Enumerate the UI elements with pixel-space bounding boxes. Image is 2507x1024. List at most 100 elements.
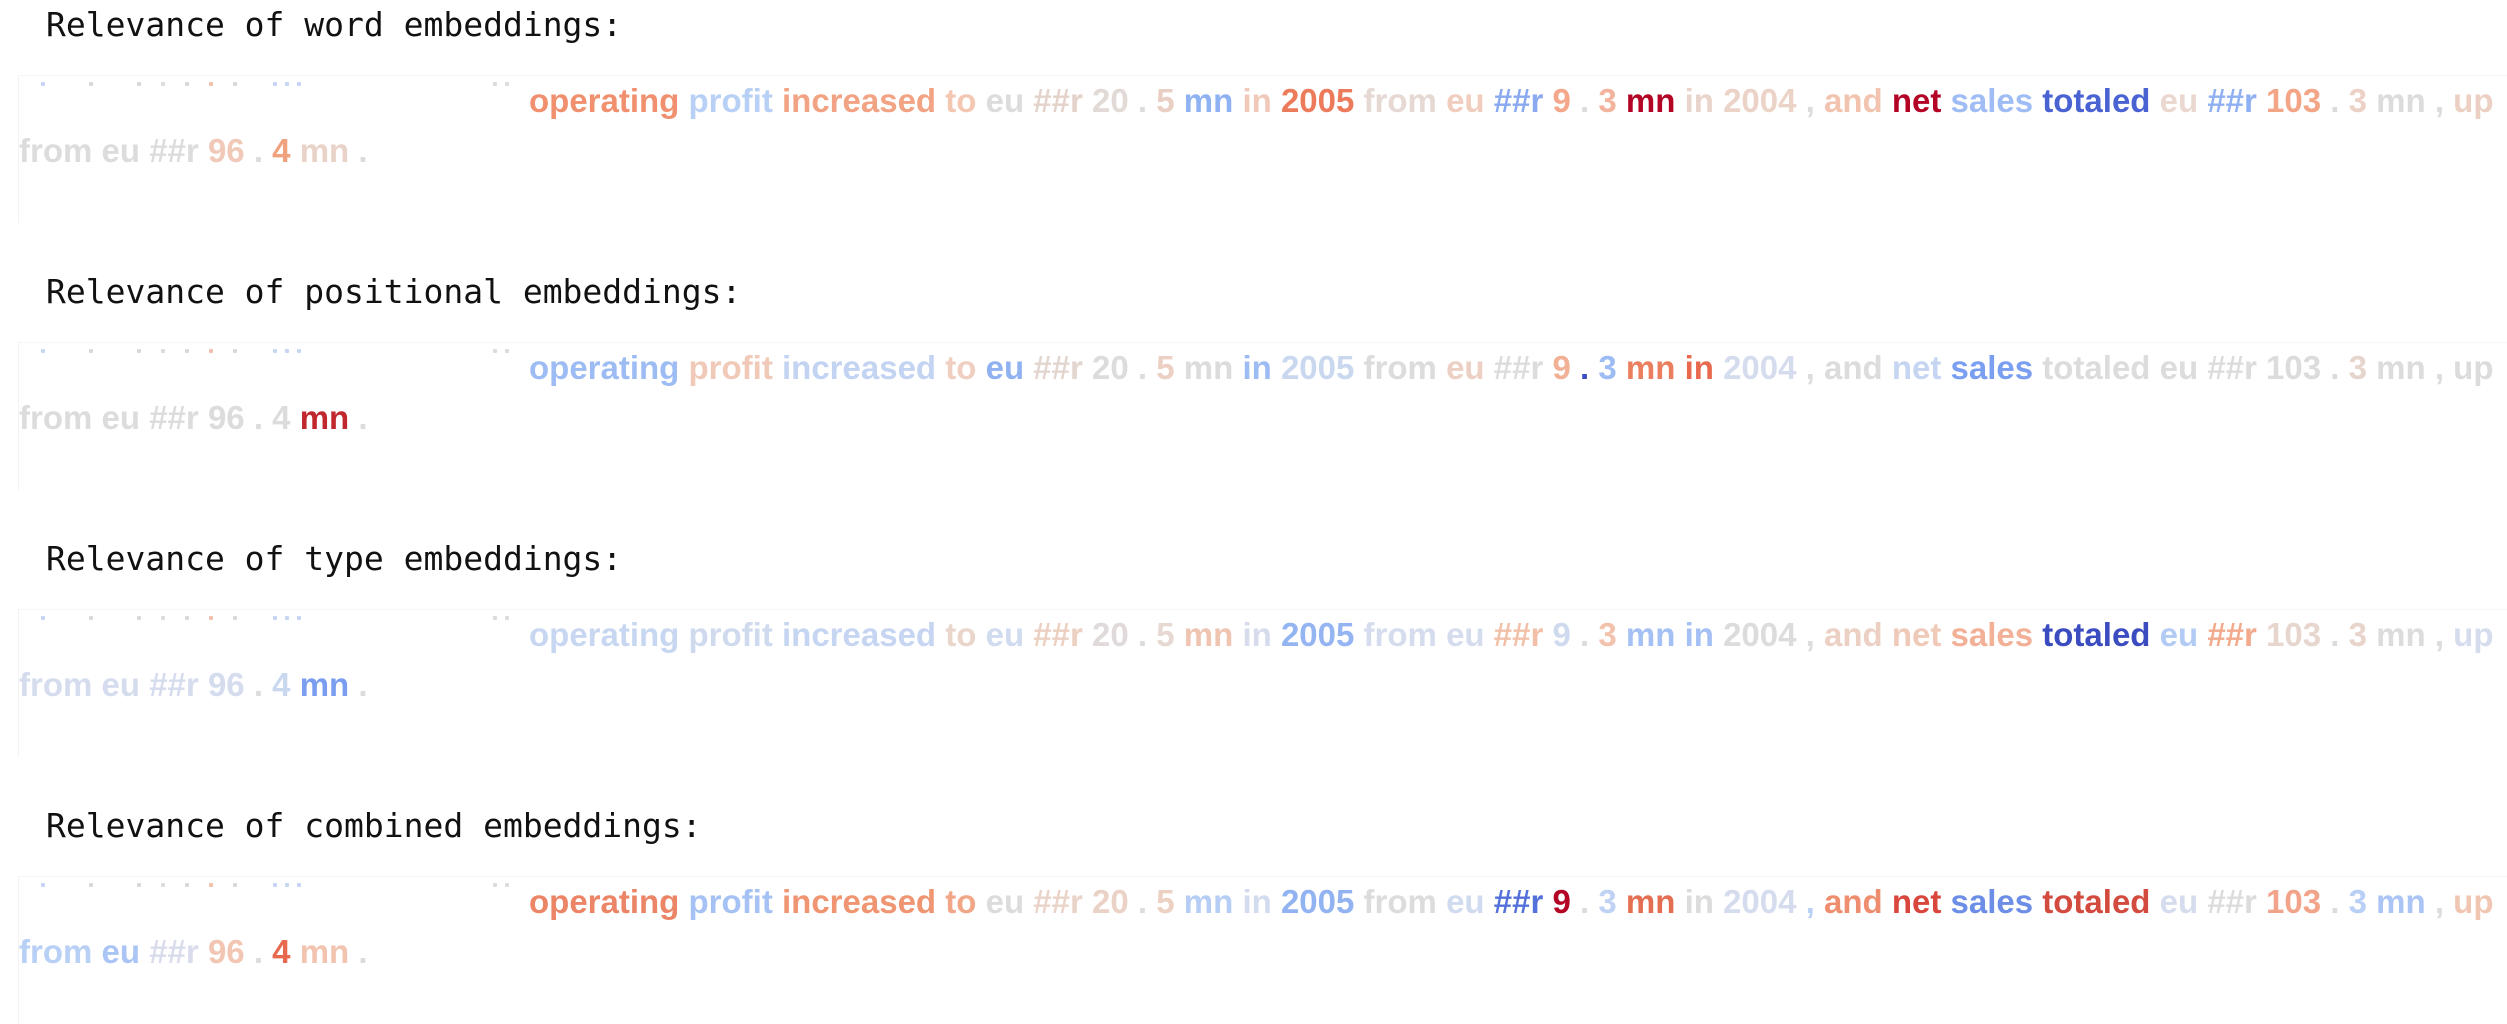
token: ##r [2207,349,2257,386]
token: , [2434,349,2444,386]
token: 4 [272,132,291,169]
token: , [1805,883,1815,920]
token: from [19,132,93,169]
token: eu [2159,82,2199,119]
token: ##r [1033,616,1083,653]
token: eu [1446,82,1485,119]
token: in [1242,883,1272,920]
token-heatmap-panel: operating profit increased to eu ##r 20 … [18,342,2507,490]
token: ##r [1033,883,1083,920]
token: eu [101,399,141,436]
token: 3 [2348,883,2367,920]
token: 96 [207,666,245,703]
special-token-mark [273,616,277,620]
token: increased [782,883,937,920]
token: , [1805,82,1815,119]
token: from [1363,616,1437,653]
token: from [19,399,93,436]
token: ##r [1493,82,1544,119]
special-token-mark [505,883,509,887]
special-token-mark [89,883,93,887]
special-token-mark [185,616,189,620]
token: 2004 [1723,82,1797,119]
token-sequence: operating profit increased to eu ##r 20 … [19,343,2507,443]
token: to [945,883,977,920]
token: , [2434,883,2444,920]
special-token-mark [41,82,45,86]
token: and [1824,82,1883,119]
token: mn [1183,82,1234,119]
special-token-mark [285,616,289,620]
special-token-marks [41,883,521,891]
token: ##r [2207,616,2257,653]
token: mn [299,666,350,703]
token: from [19,666,93,703]
special-token-mark [505,82,509,86]
special-token-mark [505,349,509,353]
token: . [2330,349,2340,386]
section-heading: Relevance of combined embeddings: [46,806,702,845]
token: in [1242,82,1272,119]
token: eu [985,349,1025,386]
token: 2004 [1723,883,1797,920]
special-token-mark [285,82,289,86]
token: 20 [1092,349,1129,386]
special-token-mark [233,616,237,620]
special-token-mark [297,883,301,887]
special-token-mark [273,349,277,353]
token: 3 [1598,349,1617,386]
token: mn [1183,349,1234,386]
token: in [1684,616,1714,653]
token: ##r [149,933,199,970]
token-heatmap-panel: operating profit increased to eu ##r 20 … [18,75,2507,223]
special-token-marks [41,616,521,624]
token: ##r [1033,82,1083,119]
token: eu [101,132,141,169]
special-token-mark [209,349,213,353]
token: . [1137,616,1148,653]
token: 5 [1156,883,1175,920]
token: . [2330,616,2340,653]
token: 103 [2266,82,2322,119]
token: mn [299,933,350,970]
token: mn [1183,883,1234,920]
token: profit [688,82,773,119]
special-token-mark [161,82,165,86]
token: 9 [1552,82,1571,119]
token: mn [1625,883,1676,920]
special-token-mark [493,349,497,353]
token: 3 [1598,883,1617,920]
token: 5 [1156,616,1175,653]
token: net [1891,349,1942,386]
token: eu [1446,349,1485,386]
token: to [945,616,977,653]
token: . [1580,883,1590,920]
token: . [253,933,263,970]
token-heatmap-panel: operating profit increased to eu ##r 20 … [18,609,2507,757]
special-token-mark [233,82,237,86]
special-token-mark [185,82,189,86]
special-token-mark [41,349,45,353]
token: net [1891,883,1942,920]
special-token-mark [161,616,165,620]
section-heading: Relevance of word embeddings: [46,5,623,44]
token: mn [2376,883,2426,920]
token: and [1824,616,1883,653]
special-token-mark [89,349,93,353]
token: mn [299,132,350,169]
token: sales [1950,82,2034,119]
special-token-mark [137,616,141,620]
token: operating [529,82,680,119]
token: 103 [2266,616,2322,653]
token: eu [2159,883,2199,920]
token: . [358,399,368,436]
token: . [253,132,263,169]
token: up [2453,349,2494,386]
special-token-mark [505,616,509,620]
token: 2005 [1280,349,1355,386]
token: in [1684,82,1714,119]
token: 4 [272,399,291,436]
token: net [1891,82,1942,119]
token: eu [2159,349,2199,386]
special-token-mark [493,883,497,887]
